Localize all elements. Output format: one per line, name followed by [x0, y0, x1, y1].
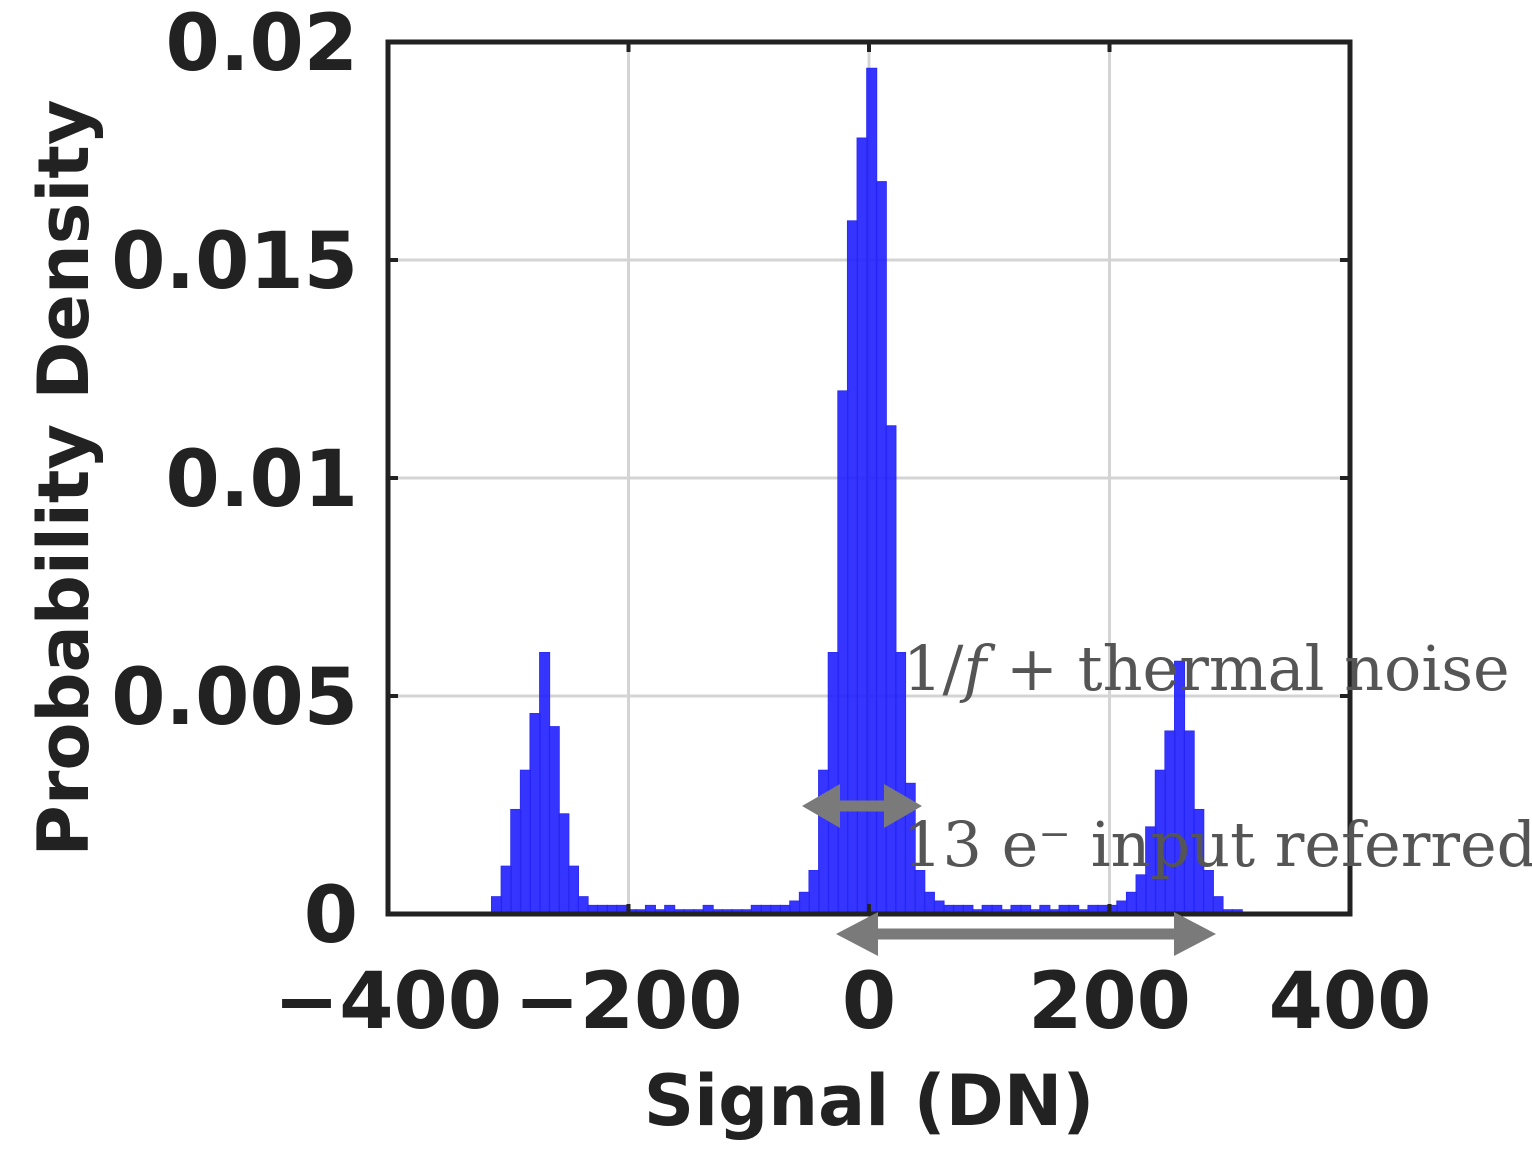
axis-ticks: [386, 40, 1352, 916]
y-tick-label: 0.01: [166, 435, 358, 525]
x-axis-label: Signal (DN): [644, 1060, 1095, 1142]
y-tick-label: 0.005: [111, 653, 358, 743]
x-tick-label: −400: [274, 957, 502, 1047]
histogram-bar: [837, 390, 849, 915]
histogram-bar: [798, 891, 810, 915]
histogram-bar: [567, 865, 579, 915]
histogram-bar: [808, 870, 820, 915]
x-tick-label: 0: [842, 957, 896, 1047]
noise-annotation-part: 1/: [903, 632, 963, 705]
noise-annotation-part: + thermal noise: [986, 632, 1509, 705]
y-tick-labels: 0 0.005 0.01 0.015 0.02: [111, 0, 358, 961]
input-referred-annotation: 13 e⁻ input referred: [903, 808, 1532, 881]
x-tick-labels: −400 −200 0 200 400: [274, 957, 1432, 1047]
y-axis-label: Probability Density: [23, 100, 105, 857]
peak-separation-arrow: [836, 912, 1216, 956]
histogram-bar: [510, 808, 522, 915]
x-tick-label: 200: [1028, 957, 1191, 1047]
histogram-bar: [923, 891, 935, 915]
noise-annotation: 1/f + thermal noise: [903, 632, 1510, 705]
histogram-bar: [885, 425, 897, 915]
histogram-bar: [827, 652, 839, 915]
x-tick-label: −200: [514, 957, 742, 1047]
y-tick-label: 0: [304, 871, 358, 961]
histogram-bar: [500, 865, 512, 915]
annotation-arrows: [802, 784, 1216, 956]
histogram-bar: [519, 769, 531, 915]
histogram-bars: [491, 67, 1243, 915]
histogram-bar: [866, 67, 878, 915]
histogram-bar: [529, 713, 541, 915]
histogram-bar: [1125, 891, 1137, 915]
y-tick-label: 0.015: [111, 217, 358, 307]
noise-width-arrow: [802, 784, 922, 828]
y-tick-label: 0.02: [166, 0, 358, 89]
histogram-bar: [558, 813, 570, 915]
x-tick-label: 400: [1269, 957, 1432, 1047]
histogram-bar: [856, 137, 868, 915]
histogram-bar: [1212, 896, 1224, 915]
histogram-bar: [539, 652, 551, 915]
histogram-bar: [491, 896, 503, 915]
histogram-bar: [577, 896, 589, 915]
histogram-bar: [548, 726, 560, 915]
